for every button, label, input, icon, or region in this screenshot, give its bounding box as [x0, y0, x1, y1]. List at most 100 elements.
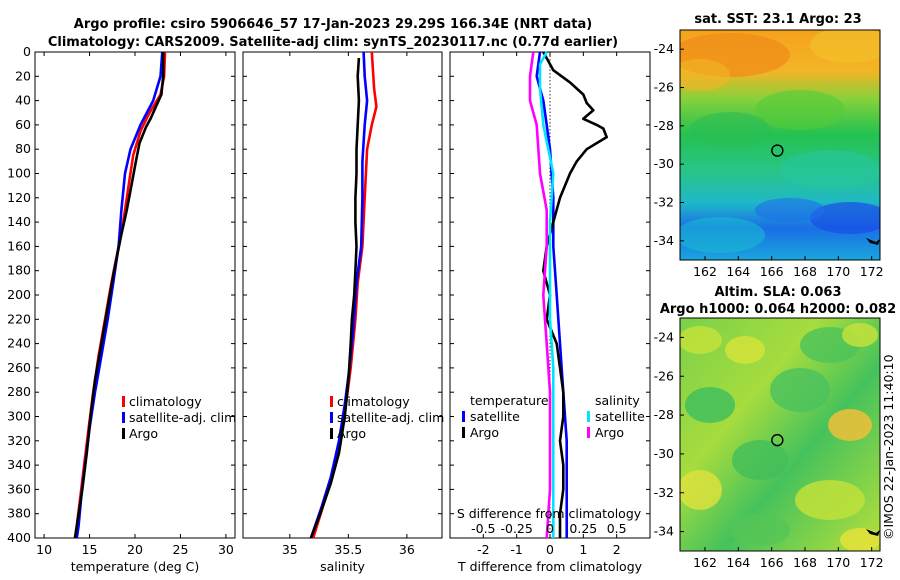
legend-swatch-climatology: [330, 396, 333, 407]
s-difference-tick-label: -0.25: [500, 521, 532, 536]
difference-xtick-label: 0: [546, 542, 554, 557]
s-difference-ticks: -0.5 -0.25 0 0.25 0.5: [471, 521, 626, 536]
legend-label-climatology: climatology: [337, 394, 410, 409]
sla-map-xtick-label: 170: [826, 555, 850, 570]
s-difference-tick-label: -0.5: [471, 521, 495, 536]
sst-map-ytick-label: -32: [654, 195, 674, 210]
sst-map-ytick-label: -34: [654, 233, 674, 248]
sla-map-xtick-label: 164: [726, 555, 750, 570]
depth-tick-label: 40: [15, 93, 31, 108]
legend-swatch-s-satellite: [587, 411, 590, 422]
depth-tick-label: 0: [23, 44, 31, 59]
temperature-chart: 10 15 20 25 30020406080100120140160180200220…: [7, 44, 235, 574]
legend-label-satellite: satellite-adj. clim: [129, 410, 236, 425]
depth-tick-label: 340: [7, 457, 31, 472]
depth-tick-label: 100: [7, 166, 31, 181]
depth-tick-label: 280: [7, 384, 31, 399]
depth-tick-label: 80: [15, 141, 31, 156]
sst-map-ytick-label: -24: [654, 41, 674, 56]
temperature-plot-frame: [34, 51, 236, 539]
depth-tick-label: 360: [7, 481, 31, 496]
temperature-xtick-label: 15: [82, 542, 98, 557]
salinity-series-argo: [309, 58, 361, 539]
legend-swatch-satellite: [330, 412, 333, 423]
temperature-xtick-label: 30: [218, 542, 234, 557]
sla-map-xtick-label: 168: [793, 555, 817, 570]
header-title-line1: Argo profile: csiro 5906646_57 17-Jan-20…: [74, 17, 592, 32]
depth-tick-label: 260: [7, 360, 31, 375]
sst-map-xtick-label: 162: [693, 264, 717, 279]
difference-xtick-label: 1: [579, 542, 587, 557]
legend-title-temperature: temperature: [470, 393, 549, 408]
legend-swatch-s-argo: [587, 427, 590, 438]
sst-map-image: [680, 30, 880, 260]
legend-title-salinity: salinity: [595, 393, 640, 408]
depth-tick-label: 320: [7, 433, 31, 448]
legend-label-argo: Argo: [129, 426, 158, 441]
sla-map-xtick-label: 172: [860, 555, 884, 570]
sla-map-ytick-label: -34: [654, 524, 674, 539]
salinity-chart: 35 35.5 36 salinity: [243, 51, 442, 574]
temperature-series-climatology: [73, 51, 167, 539]
salinity-legend: climatology satellite-adj. clim Argo: [330, 394, 444, 441]
salinity-xtick-label: 35.5: [334, 542, 362, 557]
header-title-line2: Climatology: CARS2009. Satellite-adj cli…: [48, 35, 618, 50]
salinity-series-climatology: [311, 51, 378, 539]
temperature-xtick-label: 25: [173, 542, 189, 557]
sst-map-title: sat. SST: 23.1 Argo: 23: [694, 12, 861, 27]
s-difference-tick-label: 0.5: [607, 521, 627, 536]
difference-series-s-satellite: [538, 51, 555, 538]
temperature-xtick-label: 10: [36, 542, 52, 557]
legend-label-t-satellite: satellite: [470, 409, 520, 424]
sla-map-frame: [679, 317, 881, 552]
sst-map-xtick-label: 166: [760, 264, 784, 279]
sla-map-argo-location-marker: [771, 433, 784, 447]
depth-tick-label: 60: [15, 117, 31, 132]
legend-swatch-t-satellite: [462, 411, 465, 422]
imos-watermark: ©IMOS 22-Jan-2023 11:40:10: [881, 354, 896, 540]
salinity-xaxis-label: salinity: [320, 559, 365, 574]
sla-map-coastline: [866, 529, 880, 536]
s-difference-tick-label: 0: [546, 521, 554, 536]
sst-map-xtick-label: 168: [793, 264, 817, 279]
legend-label-climatology: climatology: [129, 394, 202, 409]
depth-tick-label: 220: [7, 311, 31, 326]
difference-xtick-label: -2: [477, 542, 489, 557]
depth-tick-label: 200: [7, 287, 31, 302]
difference-xaxis-label: T difference from climatology: [457, 559, 643, 574]
depth-tick-label: 160: [7, 238, 31, 253]
sst-map-coastline: [866, 238, 880, 245]
difference-legend: temperature satellite Argo salinity sate…: [462, 393, 645, 440]
temperature-series-argo: [73, 52, 165, 539]
depth-tick-label: 180: [7, 263, 31, 278]
legend-label-s-satellite: satellite: [595, 409, 645, 424]
legend-label-satellite: satellite-adj. clim: [337, 410, 444, 425]
sla-map-ytick-label: -26: [654, 368, 674, 383]
depth-tick-label: 400: [7, 530, 31, 545]
difference-xtick-label: 2: [613, 542, 621, 557]
legend-swatch-climatology: [122, 396, 125, 407]
sst-map-xtick-label: 164: [726, 264, 750, 279]
depth-tick-label: 380: [7, 506, 31, 521]
sst-map-ytick-label: -26: [654, 80, 674, 95]
legend-swatch-t-argo: [462, 427, 465, 438]
difference-series-t-satellite: [535, 51, 569, 538]
salinity-series-satellite-adj-clim: [309, 51, 369, 539]
sla-map-image: [680, 318, 880, 551]
s-difference-axis-label: S difference from climatology: [457, 506, 642, 521]
sla-map-title-line2: Argo h1000: 0.064 h2000: 0.082: [660, 302, 896, 317]
sst-map-argo-location-marker: [771, 144, 784, 157]
salinity-xtick-label: 36: [399, 542, 415, 557]
legend-label-t-argo: Argo: [470, 425, 499, 440]
temperature-legend: climatology satellite-adj. clim Argo: [122, 394, 236, 441]
depth-tick-label: 300: [7, 409, 31, 424]
sst-map-ytick-label: -30: [654, 156, 674, 171]
difference-xtick-label: -1: [510, 542, 522, 557]
salinity-xtick-label: 35: [282, 542, 298, 557]
sla-map-xtick-label: 166: [760, 555, 784, 570]
temperature-series-satellite-adj-clim: [75, 51, 164, 539]
sla-map-title-line1: Altim. SLA: 0.063: [715, 285, 842, 300]
legend-swatch-argo: [330, 428, 333, 439]
difference-series-t-argo: [541, 51, 609, 538]
sst-map-xtick-label: 172: [860, 264, 884, 279]
